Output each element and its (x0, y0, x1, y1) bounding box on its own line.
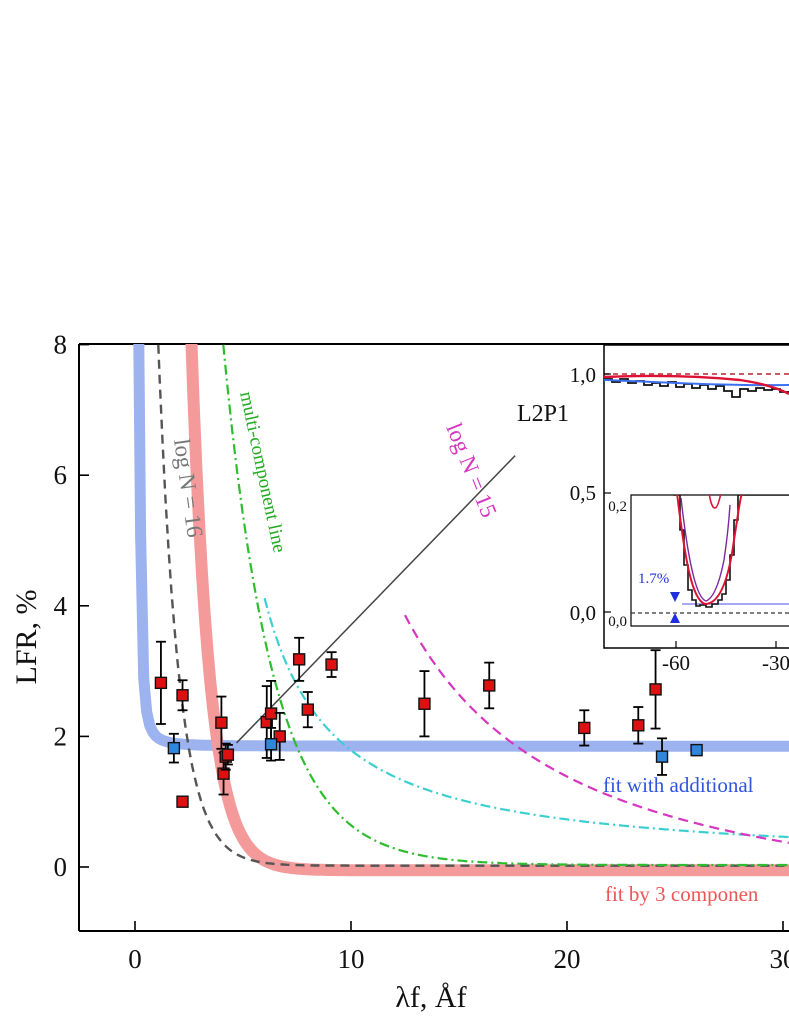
data-point-red (649, 683, 662, 696)
x-tick-label: 10 (338, 944, 365, 974)
data-points (154, 636, 703, 808)
data-point-blue (690, 743, 703, 757)
inset-annotation-1-7-percent: 1.7% (638, 571, 669, 587)
inset-red-fit (604, 374, 789, 396)
data-point-red (221, 748, 235, 761)
log-n-16-curve (157, 344, 789, 867)
data-point-red (578, 721, 591, 735)
inset-ytick-1-0: 1,0 (570, 363, 596, 387)
x-tick-label: 30 (770, 944, 789, 974)
data-point-red (217, 767, 230, 780)
y-tick-label: 0 (54, 852, 68, 882)
label-fit-by-3-components: fit by 3 componen (605, 882, 759, 906)
label-log-n-15: log N = 15 (441, 420, 501, 521)
data-point-red (292, 653, 306, 666)
data-point-red (176, 795, 189, 808)
y-tick-label: 4 (54, 591, 68, 621)
log-n-15-curve (404, 614, 789, 844)
data-point-blue (655, 750, 669, 763)
y-tick-label: 8 (54, 330, 68, 360)
l2p1-line (235, 455, 516, 744)
x-tick-label: 20 (554, 944, 581, 974)
y-axis-title: LFR, % (10, 589, 43, 684)
fit-3-component-curve (185, 344, 789, 877)
data-point-red (176, 689, 189, 702)
inset-arrow-down (670, 592, 680, 602)
inset-ytick-0-0: 0,0 (570, 601, 596, 625)
inset-zoom-ytick-0-0: 0,0 (608, 614, 627, 630)
data-point-blue (264, 738, 278, 751)
x-tick-label: 0 (128, 944, 142, 974)
inset-arrow-up (670, 613, 680, 623)
inset-zoom-ytick-0-2: 0,2 (608, 499, 627, 515)
label-log-n-16: log N = 16 (169, 437, 208, 539)
label-fit-with-additional: fit with additional (603, 773, 754, 797)
inset-zoom-purple-fit (680, 497, 731, 602)
y-axis-ticks: 0 2 4 6 8 (54, 330, 89, 882)
data-point-red (325, 658, 338, 671)
data-point-red (215, 716, 228, 729)
inset-zoom-red-fit-2 (708, 495, 722, 509)
inset-xtick-minus-30: -30 (762, 651, 789, 675)
data-point-red (632, 719, 645, 732)
label-multi-component-line: multi-component line (235, 390, 290, 555)
y-tick-label: 6 (54, 460, 68, 490)
inset-ytick-0-5: 0,5 (570, 481, 596, 505)
data-point-blue (167, 741, 181, 755)
inset-zoom: 0,2 0,0 1.7% (608, 494, 789, 630)
inset-zoom-red-fit (676, 495, 743, 606)
multi-component-curve (222, 344, 789, 867)
data-point-red (483, 679, 496, 692)
y-tick-label: 2 (54, 721, 68, 751)
inset-xtick-minus-60: -60 (662, 651, 690, 675)
x-axis-title: λf, Åf (395, 981, 466, 1014)
data-point-red (273, 730, 286, 743)
label-l2p1: L2P1 (517, 401, 569, 427)
cyan-dash-dot-curve (263, 597, 789, 839)
data-point-red (154, 676, 168, 690)
data-point-red (301, 703, 314, 716)
data-point-red (418, 697, 431, 710)
x-axis-ticks: 0 10 20 30 (128, 921, 789, 974)
